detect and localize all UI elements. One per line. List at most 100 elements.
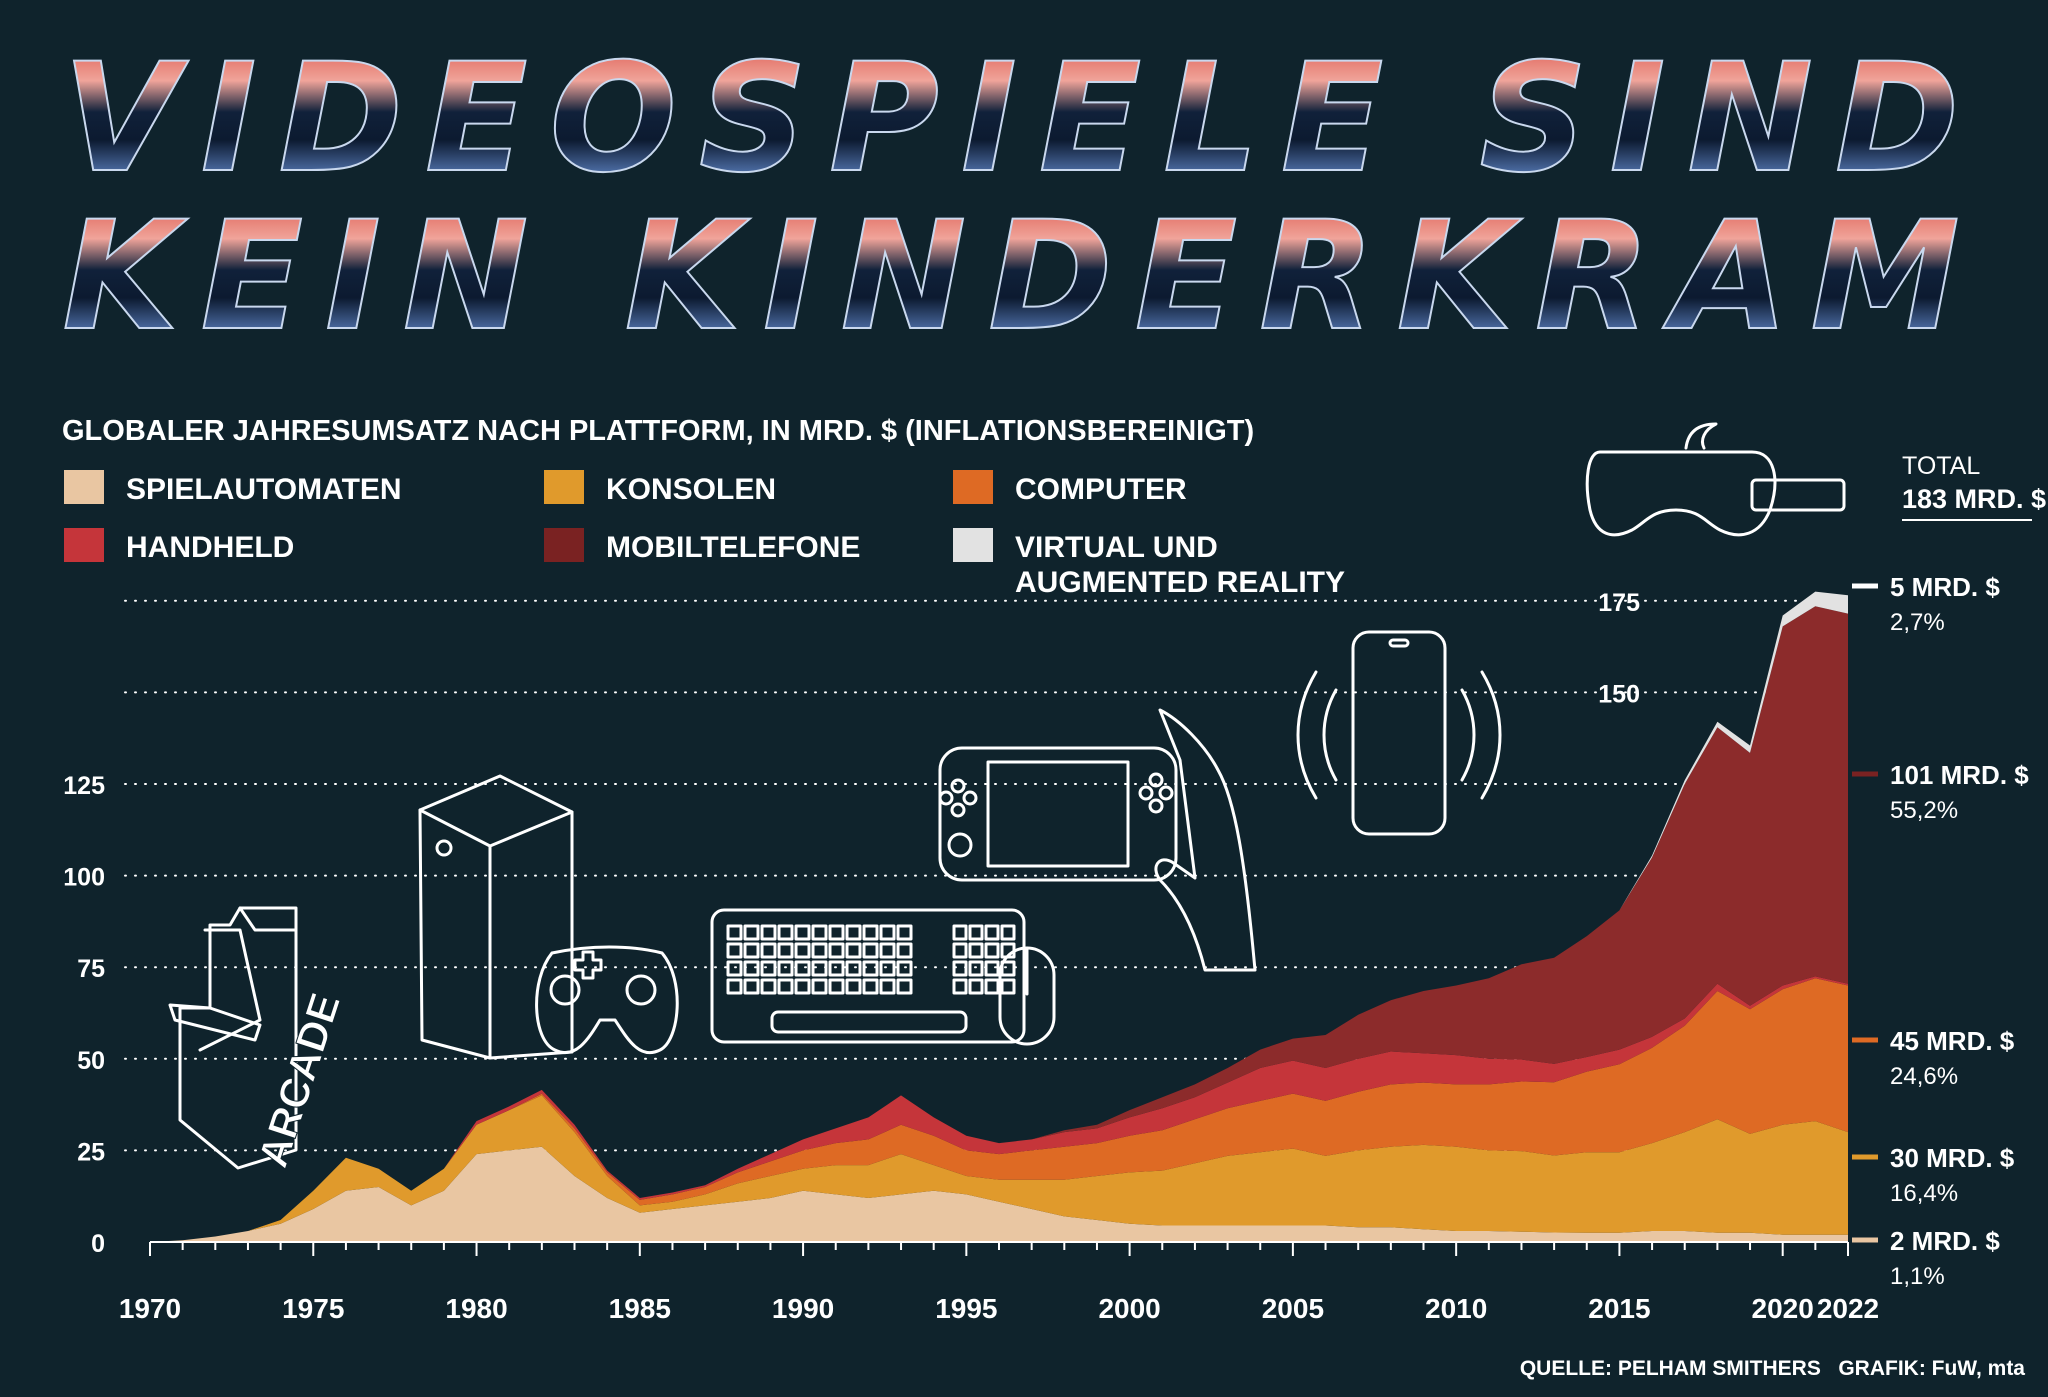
keyboard-key: [794, 978, 811, 995]
legend-label-handheld: HANDHELD: [126, 531, 294, 564]
keyboard-key: [862, 960, 879, 977]
keyboard-key: [726, 960, 743, 977]
keyboard-key: [862, 978, 879, 995]
keyboard-key: [828, 960, 845, 977]
x-tick-label: 2015: [1588, 1293, 1650, 1324]
area-1: [150, 1095, 1848, 1242]
x-tick-label: 2022: [1817, 1293, 1879, 1324]
legend-swatch-computer: [953, 470, 993, 504]
keyboard-key: [845, 942, 862, 959]
keyboard-key: [896, 960, 913, 977]
keyboard-key: [828, 942, 845, 959]
keyboard-key: [811, 924, 828, 941]
keyboard-key: [896, 978, 913, 995]
keyboard-key: [777, 960, 794, 977]
keyboard-key: [726, 942, 743, 959]
keyboard-key: [968, 960, 984, 977]
keyboard-key: [794, 960, 811, 977]
chart-subtitle: GLOBALER JAHRESUMSATZ NACH PLATTFORM, IN…: [62, 415, 1254, 447]
arcade-text: ARCADE: [249, 987, 349, 1172]
keyboard-key: [845, 978, 862, 995]
legend-label-mobiltelefone: MOBILTELEFONE: [606, 531, 860, 564]
legend-swatch-spielautomaten: [64, 470, 104, 504]
headline-line1: VIDEOSPIELE SIND: [63, 32, 1982, 206]
keyboard-key: [879, 942, 896, 959]
keyboard-key: [1000, 924, 1016, 941]
legend-swatch-vr-ar: [953, 528, 993, 562]
smartphone-icon: [1296, 630, 1502, 836]
area-2: [150, 978, 1848, 1242]
headline-line2: KEIN KINDERKRAM: [62, 190, 1981, 364]
y-tick-label: 175: [1598, 589, 1640, 617]
keyboard-key: [777, 942, 794, 959]
keyboard-key: [760, 960, 777, 977]
keyboard-key: [811, 960, 828, 977]
keyboard-key: [845, 924, 862, 941]
keyboard-key: [968, 978, 984, 995]
legend-label-spielautomaten: SPIELAUTOMATEN: [126, 473, 402, 506]
y-tick-label: 50: [77, 1047, 105, 1075]
legend-swatch-handheld: [64, 528, 104, 562]
keyboard-key: [968, 924, 984, 941]
y-tick-label: 100: [63, 864, 105, 892]
x-tick-label: 1980: [445, 1293, 507, 1324]
vr-headset-icon: [1585, 422, 1846, 537]
keyboard-key: [811, 978, 828, 995]
keyboard-key: [984, 978, 1000, 995]
x-tick-label: 1985: [609, 1293, 671, 1324]
keyboard-key: [862, 924, 879, 941]
keyboard-key: [896, 924, 913, 941]
keyboard-key: [984, 924, 1000, 941]
keyboard-key: [845, 960, 862, 977]
end-label-value: 5 MRD. $: [1890, 572, 2000, 602]
keyboard-key: [879, 960, 896, 977]
legend-label-vr-ar-line1: VIRTUAL UND: [1015, 531, 1218, 564]
end-label-percent: 16,4%: [1890, 1180, 1958, 1207]
end-label-percent: 55,2%: [1890, 797, 1958, 824]
legend-label-computer: COMPUTER: [1015, 473, 1187, 506]
end-label-value: 45 MRD. $: [1890, 1026, 2015, 1056]
mouse-icon: [998, 946, 1056, 1046]
keyboard-key: [952, 942, 968, 959]
end-label-value: 30 MRD. $: [1890, 1143, 2015, 1173]
source-credit: QUELLE: PELHAM SMITHERS GRAFIK: FuW, mta: [1520, 1357, 2025, 1380]
x-tick-label: 2000: [1098, 1293, 1160, 1324]
x-tick-label: 2010: [1425, 1293, 1487, 1324]
y-tick-label: 150: [1598, 680, 1640, 708]
total-value: 183 MRD. $: [1902, 484, 2046, 514]
x-tick-label: 1990: [772, 1293, 834, 1324]
keyboard-key: [984, 942, 1000, 959]
keyboard-key: [726, 924, 743, 941]
x-tick-label: 1970: [119, 1293, 181, 1324]
keyboard-key: [743, 960, 760, 977]
keyboard-key: [760, 942, 777, 959]
keyboard-key: [794, 924, 811, 941]
x-tick-label: 1975: [282, 1293, 344, 1324]
legend-label-konsolen: KONSOLEN: [606, 473, 776, 506]
keyboard-key: [1000, 978, 1016, 995]
y-tick-label: 25: [77, 1138, 105, 1166]
end-label-value: 2 MRD. $: [1890, 1226, 2000, 1256]
keyboard-key: [811, 942, 828, 959]
keyboard-key: [828, 978, 845, 995]
gamepad-icon: [535, 945, 679, 1055]
keyboard-key: [726, 978, 743, 995]
keyboard-key: [794, 942, 811, 959]
axis-and-end-labels: 1970 1975 1980 1985 1990 1995 2000 2005 2010 2015…: [63, 572, 2029, 1324]
legend-swatch-mobiltelefone: [544, 528, 584, 562]
keyboard-key: [879, 924, 896, 941]
end-label-percent: 1,1%: [1890, 1263, 1945, 1290]
area-0: [150, 1146, 1848, 1242]
keyboard-key: [828, 924, 845, 941]
y-tick-label: 75: [77, 955, 105, 983]
keyboard-key: [777, 924, 794, 941]
keyboard-key: [743, 942, 760, 959]
end-label-value: 101 MRD. $: [1890, 760, 2029, 790]
x-tick-label: 1995: [935, 1293, 997, 1324]
keyboard-key: [952, 924, 968, 941]
keyboard-key: [862, 942, 879, 959]
x-tick-label: 2020: [1752, 1293, 1814, 1324]
y-tick-label: 125: [63, 772, 105, 800]
handheld-console-icon: [938, 708, 1257, 972]
